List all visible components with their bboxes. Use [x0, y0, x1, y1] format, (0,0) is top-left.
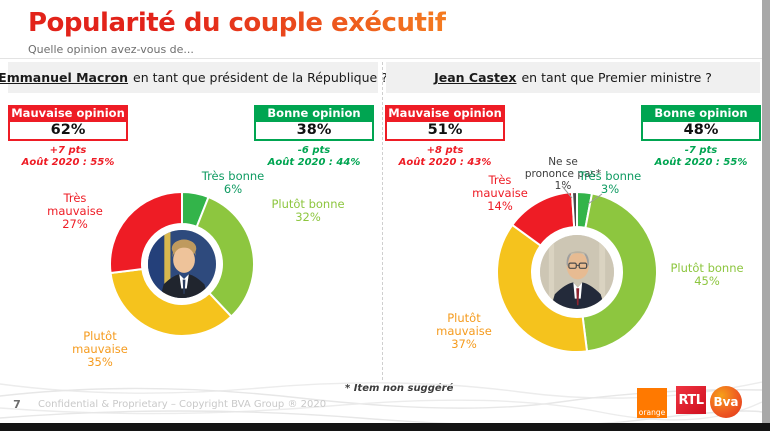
macron-label-plutot-mauvaise: Plutôt mauvaise 35%	[72, 329, 128, 369]
castex-bad-opinion-summary: Mauvaise opinion 51% +8 pts Août 2020 : …	[385, 105, 505, 169]
castex-bad-opinion-value: 51%	[385, 122, 505, 141]
page-number: 7	[13, 398, 21, 411]
macron-bad-opinion-previous: Août 2020 : 55%	[21, 157, 115, 168]
footnote: * Item non suggéré	[345, 383, 454, 394]
castex-label-tres-mauvaise: Très mauvaise 14%	[472, 173, 528, 213]
orange-logo: orange	[637, 388, 667, 418]
macron-bad-opinion-value: 62%	[8, 122, 128, 141]
rtl-logo: RTL	[676, 386, 706, 414]
castex-good-opinion-previous: Août 2020 : 55%	[654, 157, 748, 168]
macron-bad-opinion-delta: +7 pts	[49, 145, 87, 156]
castex-label-tres-bonne: Très bonne 3%	[578, 169, 642, 196]
page-subtitle: Quelle opinion avez-vous de...	[28, 43, 194, 56]
castex-bad-opinion-previous: Août 2020 : 43%	[398, 157, 492, 168]
panel-divider	[382, 62, 383, 380]
castex-good-opinion-value: 48%	[641, 122, 761, 141]
castex-good-opinion-delta: -7 pts	[684, 145, 718, 156]
castex-label-plutot-mauvaise: Plutôt mauvaise 37%	[436, 311, 492, 351]
question-macron-text: en tant que président de la République ?	[133, 70, 388, 85]
macron-bad-opinion-badge: Mauvaise opinion	[8, 105, 128, 122]
question-castex-subject: Jean Castex	[434, 70, 517, 85]
castex-good-opinion-badge: Bonne opinion	[641, 105, 761, 122]
question-castex: Jean Castex en tant que Premier ministre…	[386, 62, 760, 93]
castex-label-ne-se-prononce-pas: Ne se prononce pas* 1%	[524, 156, 602, 192]
bva-logo: Bva	[710, 386, 742, 418]
castex-good-opinion-summary: Bonne opinion 48% -7 pts Août 2020 : 55%	[641, 105, 761, 169]
macron-good-opinion-value: 38%	[254, 122, 374, 141]
castex-bad-opinion-delta: +8 pts	[426, 145, 464, 156]
macron-good-opinion-badge: Bonne opinion	[254, 105, 374, 122]
macron-donut-chart	[109, 191, 255, 337]
castex-donut-chart	[496, 191, 658, 353]
macron-label-tres-mauvaise: Très mauvaise 27%	[47, 191, 103, 231]
question-macron: Emmanuel Macron en tant que président de…	[0, 62, 388, 93]
macron-good-opinion-previous: Août 2020 : 44%	[267, 157, 361, 168]
question-macron-subject: Emmanuel Macron	[0, 70, 129, 85]
castex-photo	[540, 235, 614, 309]
castex-label-plutot-bonne: Plutôt bonne 45%	[670, 261, 744, 288]
macron-good-opinion-delta: -6 pts	[297, 145, 331, 156]
macron-label-tres-bonne: Très bonne 6%	[201, 169, 265, 196]
macron-photo	[148, 230, 216, 298]
macron-bad-opinion-summary: Mauvaise opinion 62% +7 pts Août 2020 : …	[8, 105, 128, 169]
window-edge-bottom	[0, 423, 770, 431]
header-divider	[0, 58, 762, 59]
macron-label-plutot-bonne: Plutôt bonne 32%	[271, 197, 345, 224]
question-castex-text: en tant que Premier ministre ?	[521, 70, 712, 85]
page-title: Popularité du couple exécutif	[28, 8, 446, 38]
window-edge-right	[762, 0, 770, 423]
castex-leader-lines	[561, 185, 603, 205]
macron-good-opinion-summary: Bonne opinion 38% -6 pts Août 2020 : 44%	[254, 105, 374, 169]
castex-bad-opinion-badge: Mauvaise opinion	[385, 105, 505, 122]
copyright-text: Confidential & Proprietary – Copyright B…	[38, 399, 327, 410]
